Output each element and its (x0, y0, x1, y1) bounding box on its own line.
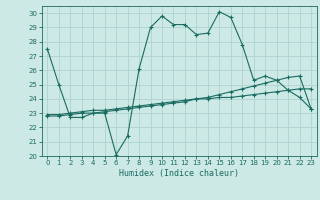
X-axis label: Humidex (Indice chaleur): Humidex (Indice chaleur) (119, 169, 239, 178)
